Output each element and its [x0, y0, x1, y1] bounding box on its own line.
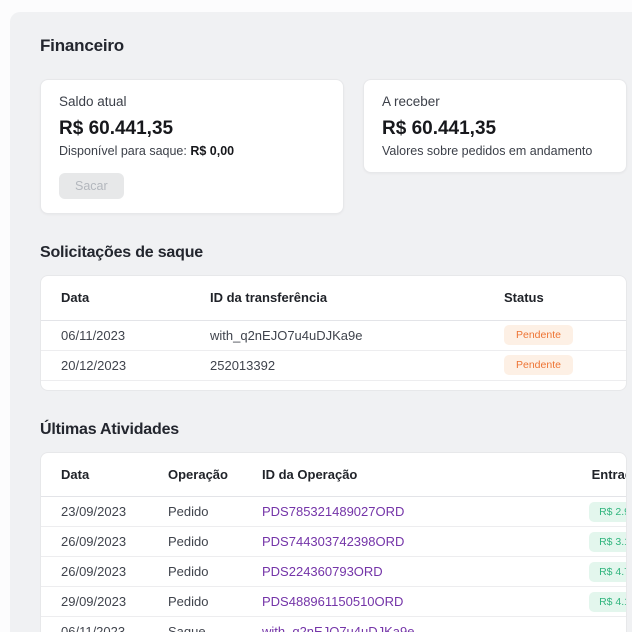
table-row: 23/09/2023 Pedido PDS785321489027ORD R$ …: [41, 496, 626, 527]
activity-date: 29/09/2023: [41, 586, 167, 617]
activity-date: 06/11/2023: [41, 616, 167, 632]
saldo-disponivel-value: R$ 0,00: [190, 144, 235, 158]
activity-id-link[interactable]: with_q2nEJO7u4uDJKa9e: [262, 624, 415, 632]
status-badge: Pendente: [504, 325, 573, 345]
sacar-button[interactable]: Sacar: [59, 173, 124, 199]
withdrawal-id: 252013392: [209, 350, 503, 381]
table-row: 06/11/2023 with_q2nEJO7u4uDJKa9e Pendent…: [41, 320, 626, 351]
withdrawal-date: 06/11/2023: [41, 320, 209, 351]
table-row: 26/09/2023 Pedido PDS224360793ORD R$ 4.7: [41, 556, 626, 587]
a-receber-caption: Valores sobre pedidos em andamento: [382, 144, 593, 158]
a-receber-label: A receber: [382, 94, 440, 109]
table-row: 29/09/2023 Pedido PDS488961150510ORD R$ …: [41, 586, 626, 617]
activities-table: Data Operação ID da Operação Entrada 23/…: [41, 452, 626, 632]
entrada-badge: R$ 4.1: [589, 591, 626, 612]
withdrawal-id: with_q2nEJO7u4uDJKa9e: [209, 320, 503, 351]
withdrawals-col-id: ID da transferência: [209, 276, 503, 321]
activity-id-link[interactable]: PDS785321489027ORD: [262, 504, 405, 519]
withdrawals-table: Data ID da transferência Status 06/11/20…: [41, 276, 626, 381]
entrada-badge: R$ 2.9: [589, 501, 626, 522]
activity-operation: Saque: [167, 616, 261, 632]
withdrawals-col-status: Status: [503, 276, 626, 321]
activity-id-link[interactable]: PDS744303742398ORD: [262, 534, 405, 549]
saldo-atual-card: Saldo atual R$ 60.441,35 Disponível para…: [40, 79, 344, 214]
withdrawals-header-row: Data ID da transferência Status: [41, 276, 626, 321]
activity-operation: Pedido: [167, 496, 261, 527]
withdrawal-date: 20/12/2023: [41, 350, 209, 381]
content-area: Financeiro Saldo atual R$ 60.441,35 Disp…: [10, 12, 627, 632]
a-receber-amount: R$ 60.441,35: [382, 118, 497, 139]
activity-date: 26/09/2023: [41, 526, 167, 557]
summary-cards-row: Saldo atual R$ 60.441,35 Disponível para…: [40, 79, 627, 214]
table-row: 26/09/2023 Pedido PDS744303742398ORD R$ …: [41, 526, 626, 557]
activity-date: 26/09/2023: [41, 556, 167, 587]
activity-id-link[interactable]: PDS488961150510ORD: [262, 594, 404, 609]
activities-table-card: Data Operação ID da Operação Entrada 23/…: [40, 451, 627, 632]
table-row: 06/11/2023 Saque with_q2nEJO7u4uDJKa9e: [41, 616, 626, 632]
withdrawals-col-date: Data: [41, 276, 209, 321]
a-receber-card: A receber R$ 60.441,35 Valores sobre ped…: [363, 79, 627, 173]
activity-date: 23/09/2023: [41, 496, 167, 527]
activity-operation: Pedido: [167, 556, 261, 587]
withdrawals-table-card: Data ID da transferência Status 06/11/20…: [40, 275, 627, 391]
activities-col-id: ID da Operação: [261, 452, 561, 497]
activities-header-row: Data Operação ID da Operação Entrada: [41, 452, 626, 497]
activities-col-date: Data: [41, 452, 167, 497]
saldo-disponivel-label: Disponível para saque:: [59, 144, 191, 158]
financeiro-panel: Financeiro Saldo atual R$ 60.441,35 Disp…: [10, 12, 632, 632]
activities-section-title: Últimas Atividades: [40, 420, 179, 438]
entrada-badge: R$ 3.1: [589, 531, 626, 552]
saldo-atual-label: Saldo atual: [59, 94, 127, 109]
activities-col-entrada: Entrada: [561, 452, 626, 497]
activity-id-link[interactable]: PDS224360793ORD: [262, 564, 383, 579]
saldo-atual-amount: R$ 60.441,35: [59, 118, 174, 139]
activity-operation: Pedido: [167, 586, 261, 617]
page-title: Financeiro: [40, 36, 124, 55]
withdrawals-section-title: Solicitações de saque: [40, 244, 203, 261]
saldo-disponivel-caption: Disponível para saque: R$ 0,00: [59, 144, 325, 158]
table-row: 20/12/2023 252013392 Pendente: [41, 350, 626, 381]
status-badge: Pendente: [504, 355, 573, 375]
entrada-badge: R$ 4.7: [589, 561, 626, 582]
activity-operation: Pedido: [167, 526, 261, 557]
activities-col-operation: Operação: [167, 452, 261, 497]
